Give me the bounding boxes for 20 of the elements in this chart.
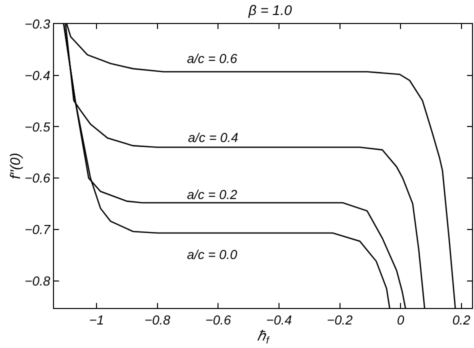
x-tick-label: −0.2 <box>326 312 354 328</box>
y-tick-label: −0.8 <box>24 273 52 288</box>
y-tick-label: −0.6 <box>24 170 52 186</box>
chart-title: β = 1.0 <box>247 2 292 18</box>
x-tick-label: −1 <box>89 312 104 328</box>
x-tick-label: −0.4 <box>266 312 292 328</box>
y-tick-label: −0.5 <box>24 119 52 134</box>
annotation: a/c = 0.2 <box>187 187 238 202</box>
annotation: a/c = 0.4 <box>188 130 238 145</box>
y-axis-title: f′′(0) <box>7 152 24 180</box>
x-tick-label: −0.8 <box>144 312 171 328</box>
y-tick-label: −0.4 <box>24 68 50 83</box>
annotation: a/c = 0.6 <box>187 51 238 66</box>
x-tick-label: 0.2 <box>452 312 472 328</box>
y-tick-label: −0.7 <box>24 222 52 237</box>
annotation: a/c = 0.0 <box>187 247 238 262</box>
x-tick-label: 0 <box>396 312 405 328</box>
x-tick-label: −0.6 <box>205 312 232 328</box>
y-tick-label: −0.3 <box>24 16 52 32</box>
x-axis-title: ℏ$_{f}$ <box>257 328 270 347</box>
